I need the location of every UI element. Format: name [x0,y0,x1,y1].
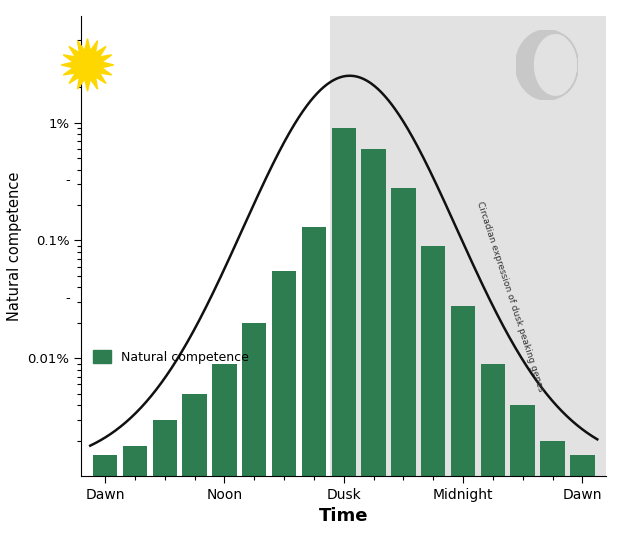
Text: -: - [66,174,70,187]
Bar [213,364,237,541]
Bar [242,323,266,541]
Bar [152,420,177,541]
X-axis label: Time: Time [319,507,369,525]
Bar [570,456,594,541]
Bar [361,149,386,541]
Bar [541,440,565,541]
Polygon shape [516,30,578,100]
Legend: Natural competence: Natural competence [88,345,254,368]
Text: Circadian expression of dusk peaking genes: Circadian expression of dusk peaking gen… [476,200,546,393]
Text: -: - [66,292,70,305]
Bar [122,446,147,541]
Bar [272,271,296,541]
Bar [182,394,207,541]
Bar [481,364,505,541]
Bar [451,306,475,541]
Bar [391,188,416,541]
Bar [93,456,118,541]
Bar [421,246,446,541]
Bar [331,16,606,476]
Bar [331,128,356,541]
Bar [302,227,326,541]
Bar [511,405,535,541]
Y-axis label: Natural competence: Natural competence [7,171,22,321]
